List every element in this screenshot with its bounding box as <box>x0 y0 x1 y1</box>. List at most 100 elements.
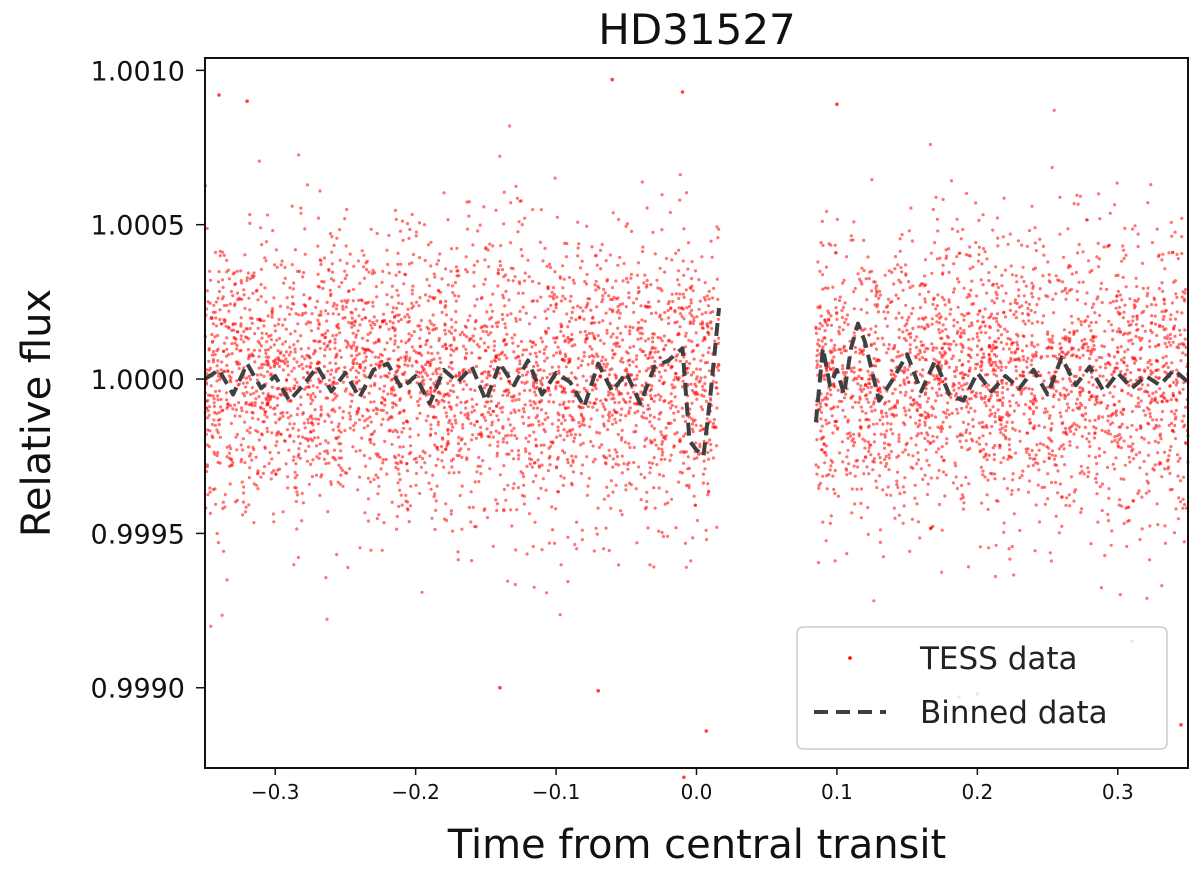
data-point <box>1013 298 1018 302</box>
data-point <box>284 327 288 331</box>
data-point <box>695 367 699 371</box>
data-point <box>660 440 665 444</box>
data-point <box>1182 381 1186 385</box>
data-point <box>302 271 306 275</box>
data-point <box>700 312 704 316</box>
data-point <box>595 532 599 536</box>
data-point <box>1089 338 1093 342</box>
data-point <box>1127 339 1131 343</box>
data-point <box>1047 436 1051 440</box>
data-point <box>697 307 701 311</box>
data-point <box>936 229 940 233</box>
data-point <box>947 247 951 251</box>
data-point <box>277 357 281 362</box>
data-point <box>552 354 556 358</box>
data-point <box>455 453 459 457</box>
data-point <box>959 497 963 501</box>
data-point <box>1114 306 1118 310</box>
data-point <box>283 340 287 344</box>
data-point <box>831 285 835 289</box>
data-point <box>841 367 845 371</box>
data-point <box>554 384 558 388</box>
data-point <box>440 450 444 454</box>
data-point <box>311 458 315 462</box>
data-point <box>378 360 382 364</box>
data-point <box>612 397 616 401</box>
data-point <box>976 362 980 366</box>
data-point <box>521 421 526 425</box>
data-point <box>241 437 245 441</box>
data-point <box>281 342 285 346</box>
data-point <box>255 373 260 377</box>
data-point <box>878 540 883 545</box>
data-point <box>315 299 319 303</box>
data-point <box>898 492 902 496</box>
data-point <box>521 291 525 295</box>
data-point <box>819 241 823 245</box>
data-point <box>878 390 882 394</box>
data-point <box>691 370 696 375</box>
data-point <box>340 299 344 303</box>
data-point <box>1041 443 1046 447</box>
data-point <box>1085 437 1089 441</box>
data-point <box>560 324 564 328</box>
data-point <box>1016 334 1020 338</box>
data-point <box>208 429 212 433</box>
data-point <box>329 372 333 376</box>
data-point <box>561 286 565 290</box>
data-point <box>618 509 623 513</box>
data-point <box>210 422 214 427</box>
data-point <box>418 391 422 395</box>
data-point <box>249 392 253 396</box>
data-point <box>523 447 528 451</box>
data-point <box>862 238 866 242</box>
data-point <box>611 393 615 397</box>
data-point <box>309 361 313 365</box>
data-point <box>1074 270 1078 275</box>
data-point <box>369 441 373 445</box>
data-point <box>381 269 385 273</box>
data-point <box>1041 274 1045 278</box>
data-point <box>222 253 226 257</box>
data-point <box>938 426 943 430</box>
data-point <box>584 337 589 341</box>
data-point <box>295 527 299 531</box>
data-point <box>624 401 628 405</box>
data-point <box>989 363 993 367</box>
data-point <box>254 455 258 459</box>
data-point <box>993 472 997 476</box>
data-point <box>1013 301 1017 305</box>
data-point <box>317 321 321 325</box>
data-point <box>1175 368 1179 372</box>
data-point <box>958 439 962 443</box>
data-point <box>482 282 486 286</box>
data-point <box>962 383 967 387</box>
data-point <box>894 406 898 410</box>
data-point <box>1147 394 1151 398</box>
data-point <box>635 273 640 277</box>
data-point <box>303 387 307 391</box>
data-point <box>396 461 400 466</box>
data-point <box>667 322 671 326</box>
data-point <box>329 292 333 296</box>
data-point <box>1124 285 1128 289</box>
data-point <box>1036 343 1040 347</box>
data-point <box>515 436 519 441</box>
data-point <box>355 409 359 413</box>
data-point <box>617 217 621 222</box>
data-point <box>992 301 997 305</box>
data-point <box>1137 336 1141 340</box>
data-point <box>309 394 313 398</box>
data-point <box>222 303 226 308</box>
data-point <box>250 321 254 325</box>
data-point <box>570 310 574 314</box>
data-point <box>357 418 362 422</box>
data-point <box>316 244 320 248</box>
data-point <box>268 366 273 370</box>
data-point <box>520 415 525 419</box>
data-point <box>386 262 390 267</box>
data-point <box>402 282 406 286</box>
data-point <box>632 344 636 348</box>
data-point <box>241 500 246 504</box>
data-point <box>626 359 630 363</box>
